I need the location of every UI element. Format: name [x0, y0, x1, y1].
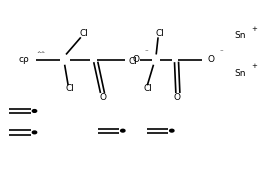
- Circle shape: [32, 110, 37, 112]
- Text: Cl: Cl: [144, 84, 153, 93]
- Text: +: +: [252, 64, 257, 69]
- Circle shape: [170, 129, 174, 132]
- Circle shape: [32, 131, 37, 134]
- Text: ⁻: ⁻: [145, 50, 149, 56]
- Text: Cl: Cl: [79, 29, 88, 38]
- Text: O: O: [174, 93, 181, 102]
- Text: cρ: cρ: [18, 55, 29, 64]
- Text: Sn: Sn: [234, 31, 245, 40]
- Text: Cl: Cl: [156, 29, 165, 38]
- Text: Cl: Cl: [66, 84, 75, 93]
- Text: O: O: [132, 55, 140, 64]
- Text: Sn: Sn: [234, 69, 245, 78]
- Text: +: +: [252, 26, 257, 32]
- Text: ^^: ^^: [37, 51, 46, 56]
- Text: O: O: [100, 93, 107, 102]
- Text: Cl: Cl: [128, 57, 137, 66]
- Circle shape: [121, 129, 125, 132]
- Text: O: O: [207, 55, 214, 64]
- Text: ⁻: ⁻: [220, 50, 224, 56]
